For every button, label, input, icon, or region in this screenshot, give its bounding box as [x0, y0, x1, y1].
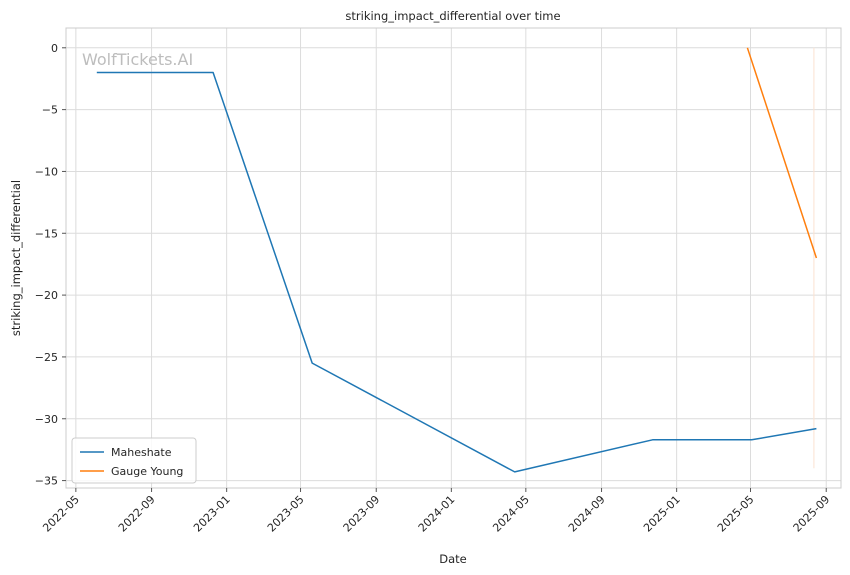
y-tick-label: −30 [35, 413, 58, 426]
y-tick-label: 0 [51, 42, 58, 55]
y-tick-label: −15 [35, 227, 58, 240]
watermark: WolfTickets.AI [82, 50, 193, 69]
y-axis-ticks: 0 −5 −10 −15 −20 −25 −30 −35 [35, 42, 66, 488]
series-line-gauge-young [746, 47, 818, 259]
x-axis-label: Date [439, 552, 467, 566]
y-tick-label: −25 [35, 351, 58, 364]
y-tick-label: −10 [35, 165, 58, 178]
y-axis-label: striking_impact_differential [9, 180, 23, 336]
y-tick-label: −20 [35, 289, 58, 302]
legend: Maheshate Gauge Young [71, 437, 197, 484]
chart-title: striking_impact_differential over time [345, 9, 560, 23]
legend-entry-label: Gauge Young [111, 465, 183, 478]
y-tick-label: −35 [35, 475, 58, 488]
legend-entry-label: Maheshate [111, 446, 172, 459]
series-layer [96, 47, 818, 473]
plot-frame [65, 27, 842, 489]
y-tick-label: −5 [42, 104, 58, 117]
grid [66, 28, 841, 488]
series-line-maheshate [96, 71, 817, 473]
